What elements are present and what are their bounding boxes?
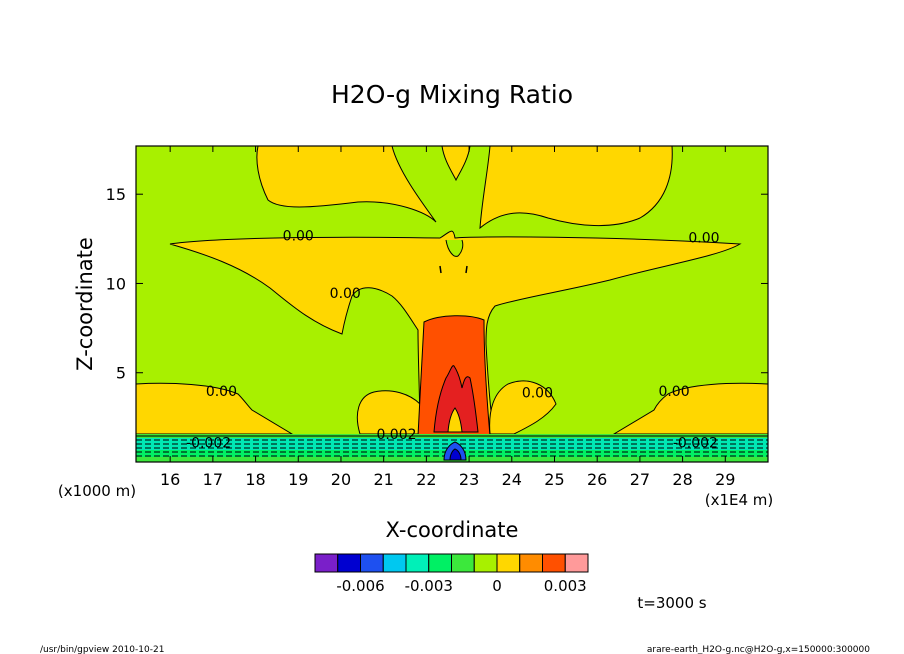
contour-fill-lower-mid-right [489, 380, 557, 435]
x-tick-label: 19 [288, 470, 308, 489]
footer-right: arare-earth_H2O-g.nc@H2O-g,x=150000:3000… [647, 645, 870, 654]
y-axis: 5 10 15 [106, 185, 768, 383]
contour-label: 0.00 [330, 286, 361, 302]
time-label: t=3000 s [637, 594, 706, 612]
contour-fill-red-core [433, 365, 479, 433]
contour-fill-top-left [256, 146, 437, 223]
x-unit-right: (x1E4 m) [705, 491, 774, 509]
contour-fill-top-center [441, 146, 471, 182]
colorbar-tick-label: 0 [492, 577, 502, 595]
x-tick-label: 26 [587, 470, 607, 489]
contour-fill-lower-right [612, 382, 768, 435]
contour-fill-top-right [479, 146, 673, 230]
contour-label: 0.002 [376, 427, 416, 443]
x-tick-label: 23 [459, 470, 479, 489]
x-tick-label: 22 [416, 470, 436, 489]
x-tick-label: 29 [715, 470, 735, 489]
colorbar-swatch [428, 553, 452, 573]
contour-labels: 0.00 0.00 0.00 0.00 0.00 0.00 -0.002 -0.002 0.00… [186, 229, 720, 452]
colorbar-swatch [451, 553, 475, 573]
colorbar-tick-label: -0.006 [336, 577, 384, 595]
colorbar-swatch [337, 553, 361, 573]
x-tick-label: 21 [373, 470, 393, 489]
colorbar-swatch [542, 553, 566, 573]
chart-title: H2O-g Mixing Ratio [331, 80, 573, 109]
x-tick-label: 16 [160, 470, 180, 489]
y-tick-label: 15 [106, 185, 126, 204]
contour-fill-blue-core [449, 448, 462, 461]
x-tick-label: 20 [331, 470, 351, 489]
colorbar-swatch [473, 553, 498, 573]
x-axis: 16 17 18 19 20 21 22 23 24 25 26 27 28 29 [160, 146, 735, 489]
contour-tick-mark-right [465, 265, 468, 274]
contour-label: 0.00 [522, 386, 553, 402]
y-tick-label: 10 [106, 274, 126, 293]
y-axis-label: Z-coordinate [73, 237, 97, 371]
contour-fill-core-hole [447, 407, 463, 433]
contour-label: 0.00 [688, 230, 719, 246]
y-tick-label: 5 [116, 364, 126, 383]
colorbar-swatch [405, 553, 430, 573]
colorbar: -0.006 -0.003 0 0.003 [314, 553, 589, 595]
colorbar-swatch [382, 553, 407, 573]
colorbar-swatch [564, 553, 589, 573]
x-tick-label: 28 [672, 470, 692, 489]
x-tick-label: 24 [502, 470, 522, 489]
x-tick-label: 18 [245, 470, 265, 489]
contour-fill-lower-mid-left [356, 390, 423, 435]
x-tick-label: 17 [203, 470, 223, 489]
x-tick-label: 27 [630, 470, 650, 489]
contour-label: -0.002 [186, 436, 231, 452]
plot-frame [135, 145, 769, 463]
x-unit-left: (x1000 m) [58, 482, 136, 500]
x-tick-label: 25 [544, 470, 564, 489]
contour-small-loop [445, 239, 464, 257]
contour-plot: 0.00 0.00 0.00 0.00 0.00 0.00 -0.002 -0.002 0.00… [136, 146, 768, 462]
contour-fill-lower-left [136, 382, 294, 435]
contour-label: 0.00 [658, 384, 689, 400]
colorbar-tick-label: 0.003 [544, 577, 587, 595]
footer-left: /usr/bin/gpview 2010-10-21 [40, 645, 164, 654]
contour-label: -0.002 [673, 436, 718, 452]
colorbar-tick-label: -0.003 [405, 577, 453, 595]
colorbar-swatch [519, 553, 543, 573]
colorbar-swatch [314, 553, 339, 573]
contour-tick-mark-left [439, 265, 442, 274]
x-axis-label: X-coordinate [386, 518, 519, 542]
colorbar-swatch [496, 553, 521, 573]
contour-label: 0.00 [283, 229, 314, 245]
contour-label: 0.00 [206, 384, 237, 400]
colorbar-swatch [360, 553, 384, 573]
